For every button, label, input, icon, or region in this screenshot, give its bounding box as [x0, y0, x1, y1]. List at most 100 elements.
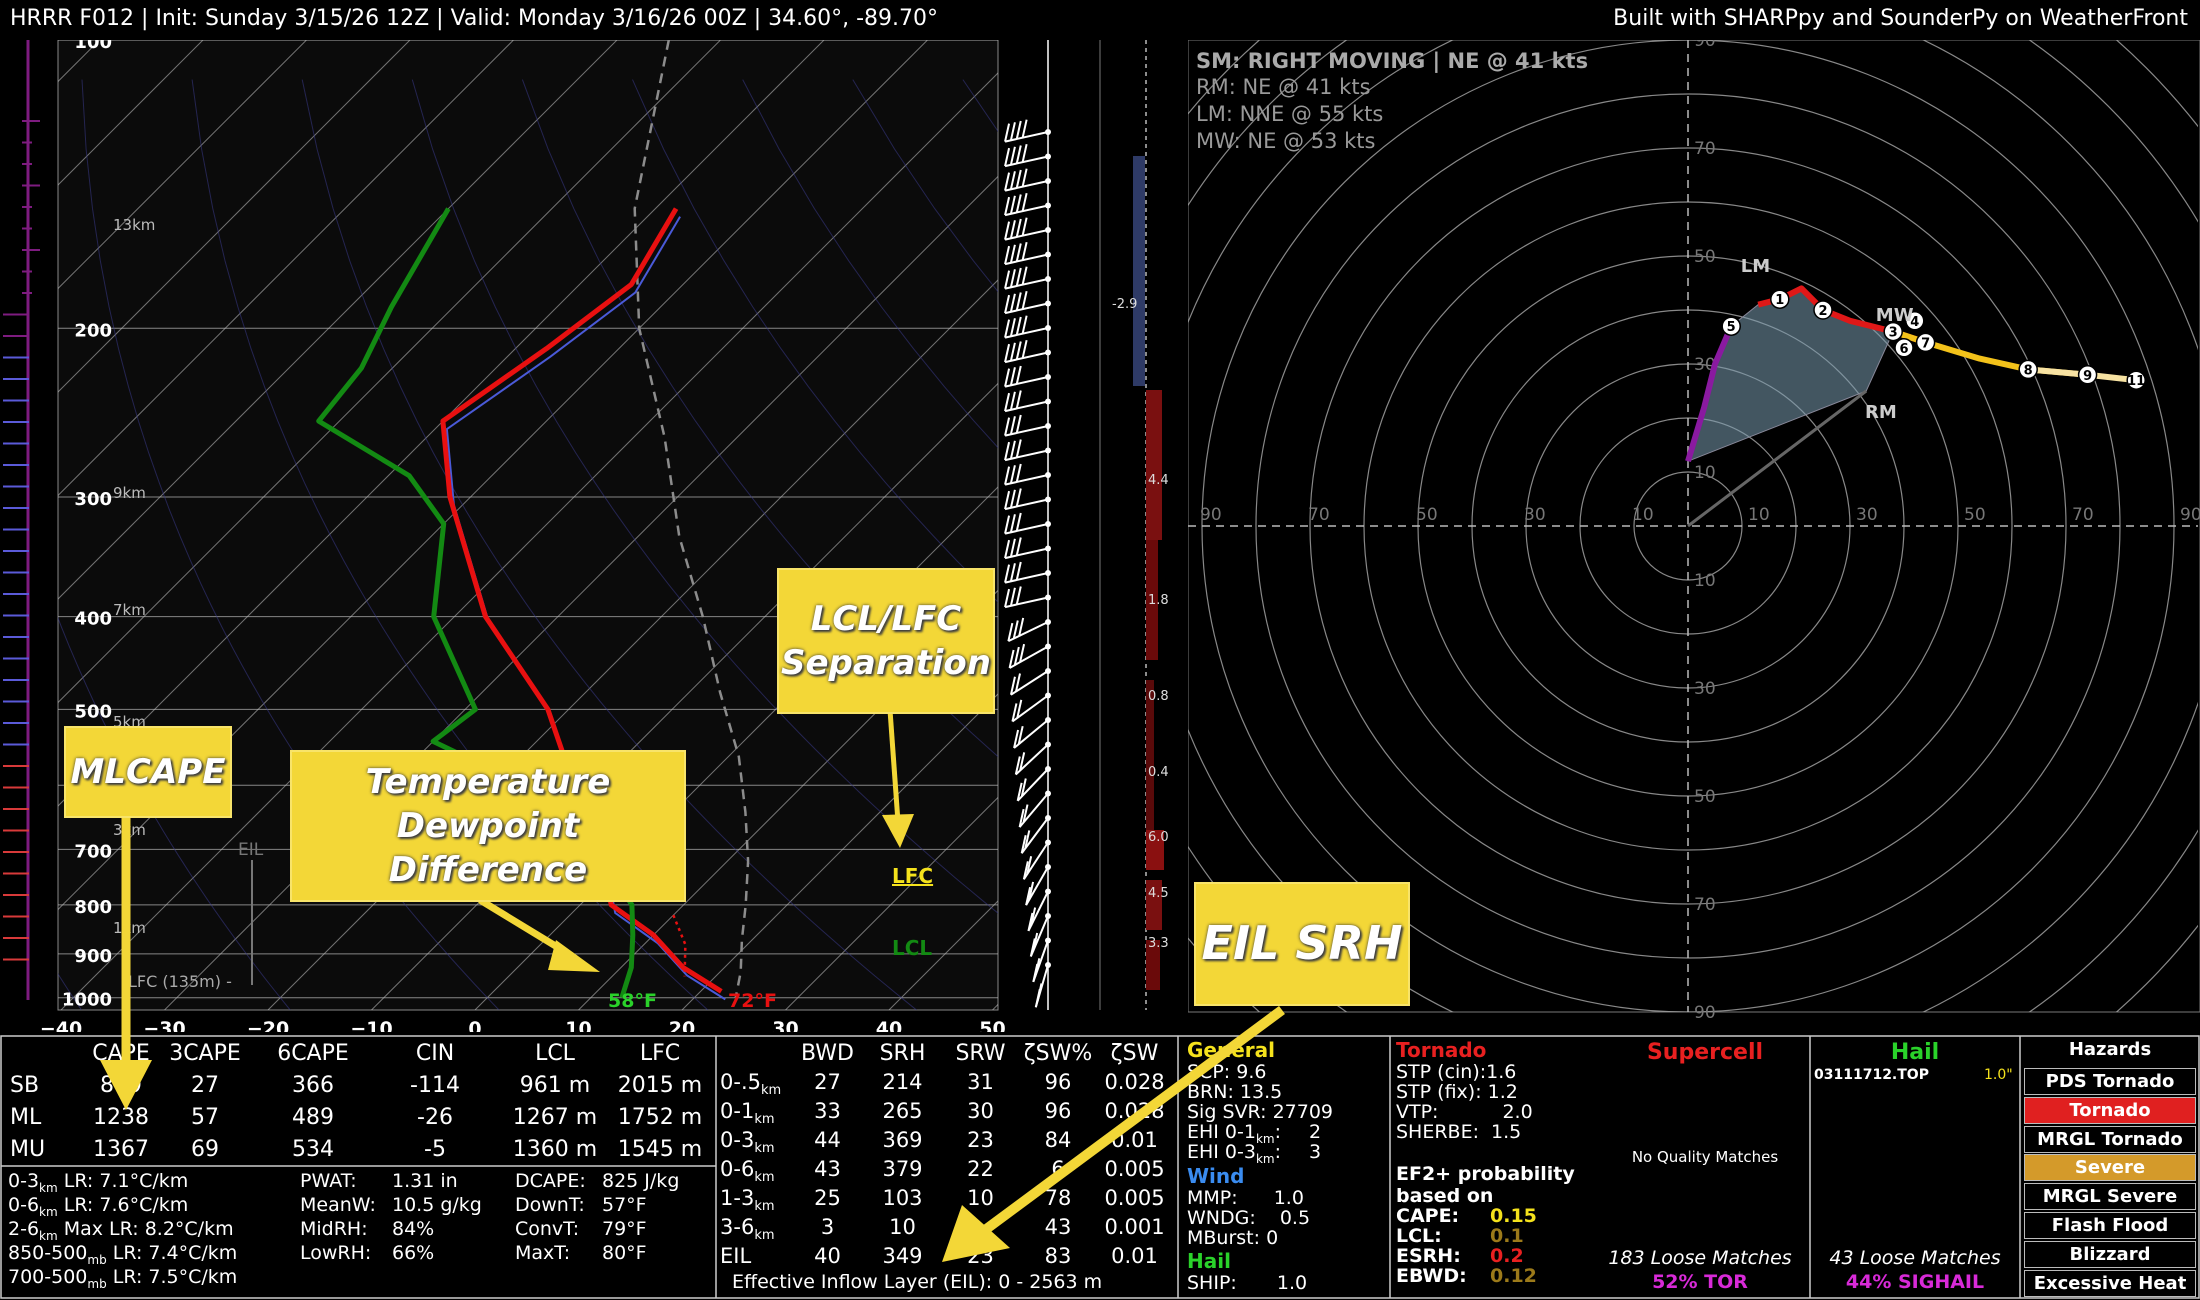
row-name-sb: SB — [10, 1073, 40, 1098]
vorticity-bar — [1146, 540, 1158, 660]
header-srw: SRW — [955, 1041, 1006, 1066]
kinematics-cell: 349 — [882, 1244, 923, 1268]
hodo-ring-label: 30 — [1856, 505, 1878, 525]
kinematics-layer-label: 3-6km — [720, 1215, 775, 1244]
header-bar: HRRR F012 | Init: Sunday 3/15/26 12Z | V… — [0, 0, 2200, 40]
hail-row: SHIP: 1.0 — [1187, 1272, 1308, 1294]
kinematics-cell: 0.01 — [1111, 1128, 1158, 1152]
kinematics-cell: 265 — [882, 1099, 923, 1123]
vorticity-value-label: 4.4 — [1148, 473, 1169, 488]
general-row: Sig SVR: 27709 — [1187, 1101, 1334, 1123]
height-tick — [22, 270, 32, 273]
wind-row: MMP: 1.0 — [1187, 1187, 1304, 1209]
hodo-segment — [1685, 325, 1734, 463]
isotherm — [58, 40, 514, 497]
temperature-tick-label: 0 — [468, 1018, 481, 1032]
height-tick — [3, 958, 29, 961]
wind-barb — [1004, 365, 1051, 388]
svg-text:9: 9 — [2083, 369, 2092, 384]
cell-ml-6cape: 489 — [292, 1105, 334, 1130]
cell-ml-lfc: 1752 m — [617, 1105, 703, 1130]
vorticity-value-label: 4.5 — [1148, 886, 1169, 901]
height-ticks — [3, 120, 40, 961]
vorticity-value-label: 1.8 — [1148, 593, 1169, 608]
vorticity-value-label: 3.3 — [1148, 936, 1169, 951]
svg-text:1: 1 — [1775, 293, 1784, 308]
hodograph-panel: 10 10 10 10 30 30 30 30 50 50 50 50 70 70 70 70 90 90 90 90… — [1188, 40, 2200, 1023]
kinematics-cell: 379 — [882, 1157, 923, 1181]
thermo-value: 79°F — [602, 1218, 647, 1240]
height-tick — [3, 915, 29, 918]
tornado-row: VTP: 2.0 — [1396, 1101, 1533, 1123]
wind-barb — [1004, 561, 1051, 584]
mw-motion: MW: NE @ 53 kts — [1196, 129, 1375, 153]
svg-text:5: 5 — [1727, 320, 1736, 335]
wind-barb — [1016, 766, 1051, 802]
height-tick — [3, 829, 29, 832]
kinematics-cell: 10 — [967, 1186, 994, 1210]
mw-point-label: MW — [1876, 305, 1914, 326]
isotherm — [785, 796, 998, 1010]
kinematics-layer-label: EIL — [720, 1244, 752, 1268]
kinematics-cell: 96 — [1044, 1070, 1072, 1094]
wind-barb — [1004, 241, 1051, 266]
wind-barb — [1008, 643, 1051, 669]
vorticity-value-label: 0.8 — [1148, 689, 1169, 704]
hazards-title: Hazards — [2068, 1039, 2152, 1060]
height-marker: 7 — [1915, 332, 1936, 353]
kinematics-cell: 83 — [1044, 1244, 1072, 1268]
header-srh: SRH — [879, 1041, 926, 1066]
hodo-ring-label: 30 — [1694, 355, 1716, 375]
ef2-value: 0.15 — [1490, 1205, 1537, 1227]
rm-vector — [1687, 389, 1868, 528]
height-tick-label: 9km — [113, 484, 146, 502]
wind-barb — [1004, 192, 1051, 217]
pressure-tick-label: 100 — [74, 40, 112, 53]
kinematics-cell: 23 — [967, 1244, 994, 1268]
cell-mu-lcl: 1360 m — [512, 1137, 598, 1162]
wind-barb — [1004, 488, 1051, 511]
kinematics-layer-label: 0-1km — [720, 1099, 775, 1128]
height-tick — [22, 120, 40, 122]
height-tick — [3, 657, 29, 660]
height-tick — [22, 249, 40, 251]
hail-title: Hail — [1187, 1249, 1231, 1273]
kinematics-cell: 43 — [1044, 1215, 1072, 1239]
hodo-ring-label: 90 — [1694, 1003, 1716, 1023]
height-tick — [22, 227, 32, 230]
height-tick — [3, 743, 29, 746]
height-tick — [22, 163, 32, 165]
hodo-ring-label: 70 — [1694, 895, 1716, 915]
height-tick — [3, 571, 29, 574]
hodo-ring-label: 50 — [1694, 787, 1716, 807]
cell-mu-3cape: 69 — [191, 1137, 219, 1162]
kinematics-cell: 44 — [814, 1128, 841, 1152]
kinematics-cell: 78 — [1044, 1186, 1072, 1210]
kinematics-cell: 0.028 — [1104, 1070, 1165, 1094]
hodo-ring-label: 90 — [2180, 505, 2200, 525]
pressure-tick-label: 1000 — [62, 990, 112, 1011]
hodo-ring-label: 50 — [1964, 505, 1986, 525]
height-tick — [3, 485, 29, 488]
temperature-tick-label: 20 — [669, 1018, 695, 1032]
hodo-ring-label: 30 — [1524, 505, 1546, 525]
ef2-title: EF2+ probability based on — [1396, 1163, 1575, 1207]
hodo-ring-label: 30 — [1694, 679, 1716, 699]
thermo-label: MaxT: — [515, 1242, 571, 1264]
height-tick — [22, 206, 32, 208]
tornado-title: Tornado — [1396, 1038, 1487, 1062]
hail-panel-title: Hail — [1890, 1040, 1940, 1065]
supercell-title: Supercell — [1646, 1040, 1764, 1065]
height-tick — [3, 700, 29, 703]
temperature-tick-label: 10 — [565, 1018, 591, 1032]
hail-match-id: 03111712.TOP — [1814, 1067, 1929, 1083]
adiabat — [632, 79, 998, 603]
thermo-value: 57°F — [602, 1194, 647, 1216]
kinematics-cell: 103 — [882, 1186, 923, 1210]
wind-barb — [1027, 888, 1051, 932]
kinematics-layer-label: 0-6km — [720, 1157, 775, 1186]
wind-row: MBurst: 0 — [1187, 1227, 1279, 1249]
hodo-ring — [1309, 147, 2067, 905]
temperature-tick-label: −30 — [143, 1018, 185, 1032]
kinematics-cell: 369 — [882, 1128, 923, 1152]
